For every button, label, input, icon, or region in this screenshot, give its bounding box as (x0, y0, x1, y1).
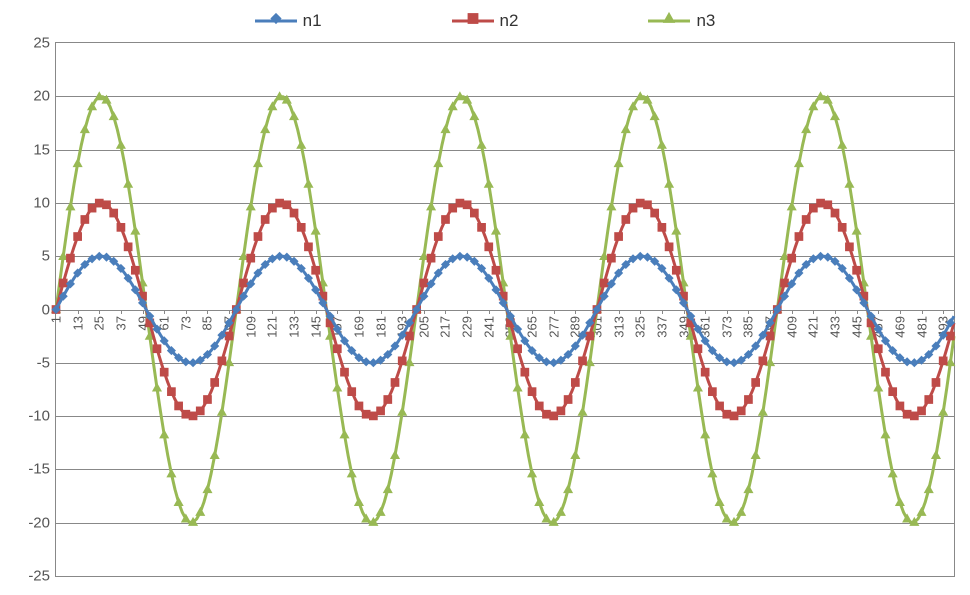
legend-item-n1: n1 (255, 11, 322, 31)
legend-label-n3: n3 (696, 11, 715, 31)
series-n2 (52, 199, 954, 419)
legend-label-n2: n2 (500, 11, 519, 31)
y-tick-label: -5 (37, 354, 50, 371)
y-tick-label: -25 (28, 568, 50, 585)
y-tick-label: 10 (33, 194, 50, 211)
chart-container: n1 n2 n3 -25-20-15-10-505101520251132537… (0, 0, 970, 595)
y-tick-label: -20 (28, 514, 50, 531)
series-n1 (52, 252, 954, 366)
y-tick-label: 5 (42, 248, 50, 265)
legend-swatch-n3 (648, 12, 690, 30)
y-tick-label: -10 (28, 408, 50, 425)
legend-item-n2: n2 (452, 11, 519, 31)
y-tick-label: 20 (33, 88, 50, 105)
series-n3 (52, 92, 955, 525)
y-tick-label: 25 (33, 35, 50, 52)
series-layer (56, 43, 954, 576)
legend-swatch-n1 (255, 12, 297, 30)
plot-area: -25-20-15-10-505101520251132537496173859… (55, 42, 955, 577)
legend-swatch-n2 (452, 12, 494, 30)
legend-label-n1: n1 (303, 11, 322, 31)
legend: n1 n2 n3 (0, 6, 970, 36)
legend-item-n3: n3 (648, 11, 715, 31)
y-tick-label: 15 (33, 141, 50, 158)
y-tick-label: -15 (28, 461, 50, 478)
